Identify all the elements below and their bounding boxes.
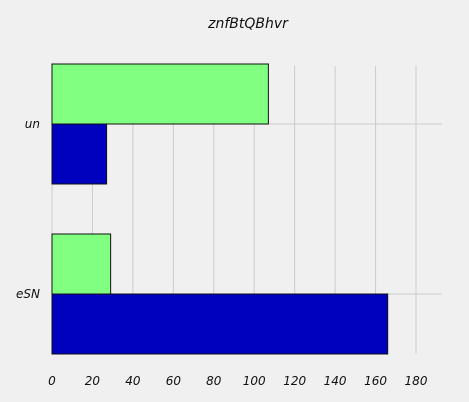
- bar-un-series-1: [51, 63, 269, 125]
- x-tick-label: 100: [243, 374, 266, 388]
- y-tick-label-eSN: eSN: [16, 287, 40, 301]
- x-tick-label: 40: [125, 374, 141, 388]
- y-axis-ticks: un eSN: [16, 117, 40, 301]
- x-tick-label: 20: [85, 374, 101, 388]
- chart-title: znfBtQBhvr: [207, 16, 289, 32]
- bars: [51, 63, 389, 355]
- x-tick-label: 120: [283, 374, 306, 388]
- bar-eSN-series-2: [51, 293, 389, 355]
- y-tick-label-un: un: [25, 117, 40, 131]
- bar-un-series-2: [51, 123, 108, 185]
- x-tick-label: 160: [364, 374, 387, 388]
- x-tick-label: 80: [206, 374, 222, 388]
- x-tick-label: 180: [405, 374, 428, 388]
- bar-eSN-series-1: [51, 233, 112, 295]
- x-tick-label: 60: [166, 374, 182, 388]
- x-tick-label: 140: [324, 374, 347, 388]
- x-tick-label: 0: [48, 374, 56, 388]
- x-axis-ticks: 0 20 40 60 80 100 120 140 160 180: [48, 374, 428, 388]
